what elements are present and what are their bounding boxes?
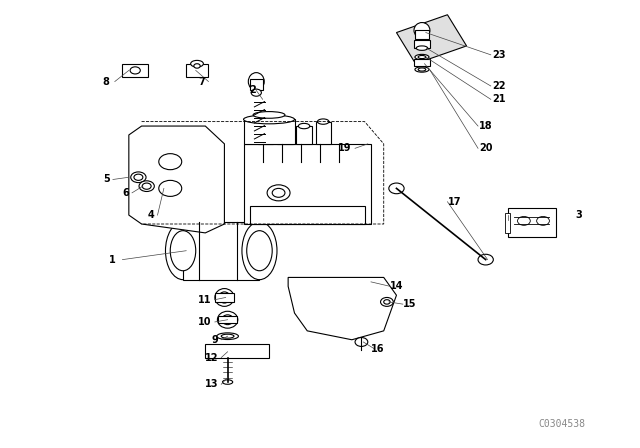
Circle shape: [537, 216, 549, 225]
Text: 6: 6: [122, 188, 129, 198]
Bar: [316, 121, 331, 144]
Circle shape: [389, 183, 404, 194]
Circle shape: [134, 174, 143, 181]
Text: 9: 9: [211, 335, 218, 345]
Text: 8: 8: [103, 77, 109, 86]
Text: 12: 12: [205, 353, 218, 362]
Circle shape: [251, 89, 261, 96]
Ellipse shape: [217, 349, 239, 355]
Bar: [277, 121, 292, 144]
Circle shape: [381, 297, 394, 306]
Text: 1: 1: [109, 254, 116, 265]
Ellipse shape: [246, 231, 272, 271]
Ellipse shape: [221, 350, 234, 354]
Text: 20: 20: [479, 143, 493, 153]
Ellipse shape: [215, 289, 234, 306]
Ellipse shape: [218, 311, 238, 328]
Ellipse shape: [317, 119, 329, 124]
Bar: [414, 40, 429, 48]
Bar: [414, 59, 429, 66]
Ellipse shape: [242, 222, 277, 280]
Ellipse shape: [415, 54, 429, 60]
Bar: [186, 64, 209, 77]
Circle shape: [355, 337, 368, 346]
Text: 2: 2: [250, 86, 256, 95]
Circle shape: [131, 172, 146, 183]
Circle shape: [159, 154, 182, 170]
Bar: [215, 293, 234, 302]
Text: 17: 17: [447, 197, 461, 207]
Ellipse shape: [298, 123, 310, 129]
Text: C0304538: C0304538: [539, 419, 586, 429]
Circle shape: [130, 67, 140, 74]
Circle shape: [267, 185, 290, 201]
Text: 14: 14: [390, 281, 404, 291]
Bar: [250, 206, 365, 224]
Ellipse shape: [244, 115, 294, 124]
Bar: [250, 79, 262, 90]
Text: 7: 7: [198, 77, 205, 86]
Bar: [415, 30, 429, 39]
Bar: [505, 213, 510, 233]
Ellipse shape: [223, 380, 233, 384]
Ellipse shape: [166, 222, 200, 280]
Ellipse shape: [279, 119, 291, 124]
Text: 13: 13: [205, 379, 218, 389]
Ellipse shape: [170, 231, 196, 271]
Ellipse shape: [416, 46, 428, 50]
Circle shape: [272, 188, 285, 197]
Bar: [183, 222, 259, 280]
Bar: [244, 119, 294, 144]
Ellipse shape: [217, 333, 239, 340]
Bar: [508, 208, 556, 237]
Text: 4: 4: [148, 210, 154, 220]
Text: 5: 5: [103, 174, 109, 185]
Polygon shape: [396, 15, 467, 64]
Polygon shape: [129, 126, 225, 233]
Ellipse shape: [219, 292, 230, 303]
Circle shape: [142, 183, 151, 189]
Text: 15: 15: [403, 299, 417, 309]
Bar: [205, 344, 269, 358]
Text: 22: 22: [492, 81, 506, 91]
Ellipse shape: [248, 73, 264, 90]
Circle shape: [194, 64, 200, 68]
Circle shape: [159, 181, 182, 196]
Ellipse shape: [418, 56, 426, 59]
Circle shape: [139, 181, 154, 191]
Circle shape: [384, 300, 390, 304]
Bar: [296, 126, 312, 144]
Text: 18: 18: [479, 121, 493, 131]
Ellipse shape: [253, 112, 285, 118]
Text: 19: 19: [339, 143, 352, 153]
Text: 23: 23: [492, 50, 506, 60]
Ellipse shape: [260, 123, 271, 129]
Ellipse shape: [418, 68, 426, 71]
Circle shape: [518, 216, 531, 225]
Bar: [122, 64, 148, 77]
Polygon shape: [288, 277, 396, 340]
Bar: [218, 316, 237, 323]
Bar: [244, 144, 371, 224]
Bar: [258, 126, 273, 144]
Text: 11: 11: [198, 295, 212, 305]
Text: 10: 10: [198, 317, 212, 327]
Text: 21: 21: [492, 95, 506, 104]
Ellipse shape: [414, 22, 430, 38]
Text: 3: 3: [575, 210, 582, 220]
Ellipse shape: [222, 315, 234, 325]
Ellipse shape: [191, 60, 204, 67]
Ellipse shape: [415, 67, 429, 72]
Ellipse shape: [221, 334, 234, 338]
Text: 16: 16: [371, 344, 385, 353]
Circle shape: [478, 254, 493, 265]
